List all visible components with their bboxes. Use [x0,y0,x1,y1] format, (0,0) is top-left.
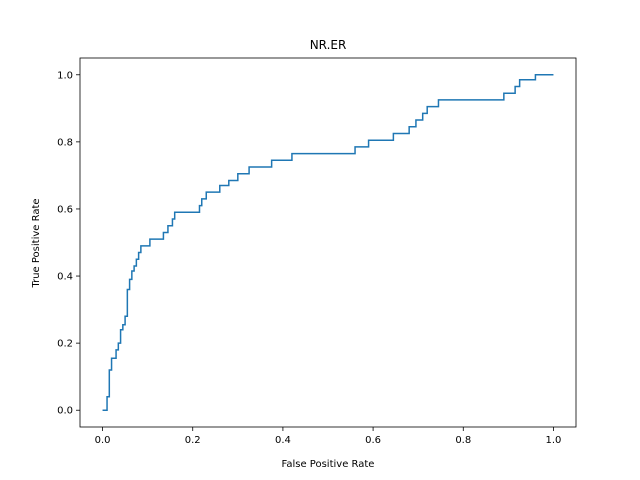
x-axis-label: False Positive Rate [282,459,375,470]
y-tick-label: 0.4 [57,272,73,283]
y-tick-label: 0.2 [57,339,73,350]
y-tick-label: 0.0 [57,406,73,417]
chart-title: NR.ER [310,38,347,52]
x-tick-label: 0.6 [365,435,381,446]
plot-area: 0.0 0.2 0.4 0.6 0.8 1.0 0.0 0.2 0.4 0.6 0.8 1.0 [57,57,577,446]
plot-frame [79,57,577,428]
roc-curve-line-0 [102,74,554,411]
x-tick-label: 1.0 [546,435,562,446]
x-tick-label: 0.4 [275,435,291,446]
y-tick-label: 1.0 [57,70,73,81]
y-tick-label: 0.8 [57,137,73,148]
x-tick-label: 0.2 [185,435,201,446]
x-tick-label: 0.8 [455,435,471,446]
y-tick-label: 0.6 [57,204,73,215]
y-axis-label: True Positive Rate [31,198,42,288]
x-tick-label: 0.0 [95,435,111,446]
